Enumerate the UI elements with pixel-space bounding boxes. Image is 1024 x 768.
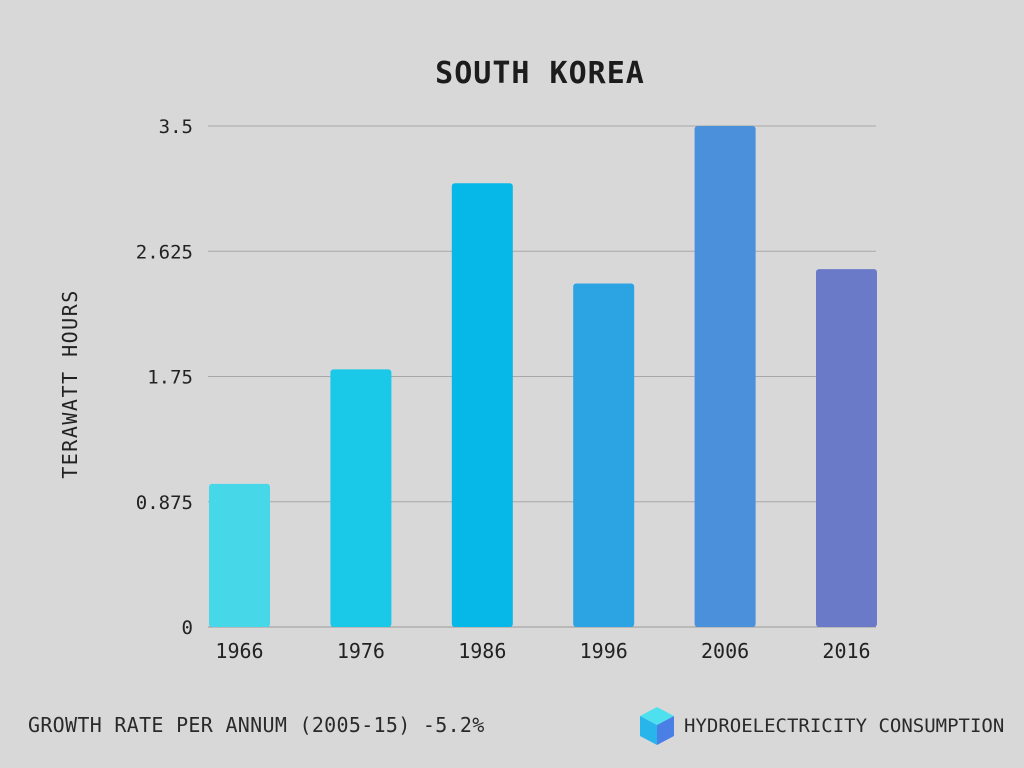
x-tick-label: 1976 [337, 639, 385, 663]
y-tick-label: 3.5 [159, 116, 193, 138]
growth-rate-text: GROWTH RATE PER ANNUM (2005-15) -5.2% [28, 713, 485, 737]
chart-title: SOUTH KOREA [435, 56, 645, 91]
y-tick-label: 0.875 [136, 492, 193, 514]
bar-2016 [816, 269, 877, 627]
y-tick-label: 2.625 [136, 241, 193, 263]
y-tick-label: 0 [182, 617, 193, 639]
x-tick-label: 2006 [701, 639, 749, 663]
cube-icon [640, 707, 674, 745]
x-tick-label: 1996 [580, 639, 628, 663]
x-tick-label: 1986 [458, 639, 506, 663]
category-label: HYDROELECTRICITY CONSUMPTION [684, 715, 1005, 737]
x-tick-label: 1966 [215, 639, 263, 663]
bar-1986 [451, 183, 513, 627]
bar-1996 [573, 283, 635, 627]
bar-1976 [330, 369, 392, 627]
y-tick-label: 1.75 [147, 367, 193, 389]
bar-2006 [694, 126, 756, 627]
x-tick-label: 2016 [822, 639, 870, 663]
bar-1966 [209, 483, 270, 627]
category-badge: HYDROELECTRICITY CONSUMPTION [638, 704, 1004, 748]
